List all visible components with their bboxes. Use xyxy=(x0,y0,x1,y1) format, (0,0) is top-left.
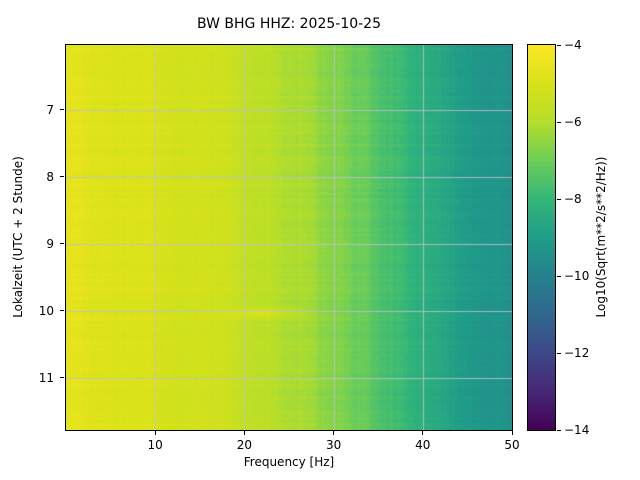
x-tick-mark xyxy=(422,431,424,435)
colorbar-tick-label: −4 xyxy=(564,38,582,52)
x-tick-mark xyxy=(154,431,156,435)
y-tick-mark xyxy=(60,243,64,245)
x-tick-mark xyxy=(511,431,513,435)
y-tick-label: 7 xyxy=(46,102,54,117)
y-tick-mark xyxy=(60,377,64,379)
spectrogram-heatmap xyxy=(65,44,513,431)
x-tick-mark xyxy=(333,431,335,435)
x-tick-mark xyxy=(243,431,245,435)
colorbar-tick-mark xyxy=(557,352,561,354)
y-tick-label: 10 xyxy=(38,303,54,318)
y-tick-label: 8 xyxy=(46,169,54,184)
colorbar-tick-mark xyxy=(557,275,561,277)
colorbar-tick-mark xyxy=(557,121,561,123)
x-tick-label: 20 xyxy=(236,438,253,452)
x-tick-label: 10 xyxy=(147,438,163,452)
colorbar-tick-label: −8 xyxy=(564,192,582,206)
y-tick-label: 9 xyxy=(46,236,54,251)
y-axis-label: Lokalzeit (UTC + 2 Stunde) xyxy=(11,156,25,318)
colorbar-tick-mark xyxy=(557,198,561,200)
page-title: BW BHG HHZ: 2025-10-25 xyxy=(196,16,382,32)
y-tick-label: 11 xyxy=(38,370,54,385)
x-axis-label: Frequency [Hz] xyxy=(243,455,335,469)
colorbar xyxy=(527,44,556,431)
x-tick-label: 30 xyxy=(325,438,342,452)
y-tick-mark xyxy=(60,310,64,312)
x-tick-label: 50 xyxy=(504,438,520,452)
colorbar-tick-label: −14 xyxy=(564,423,590,437)
colorbar-label: Log10(Sqrt(m**2/s**2/Hz)) xyxy=(594,156,608,318)
colorbar-tick-label: −10 xyxy=(564,269,590,283)
x-tick-label: 40 xyxy=(415,438,431,452)
colorbar-tick-mark xyxy=(557,44,561,46)
colorbar-tick-mark xyxy=(557,429,561,431)
y-tick-mark xyxy=(60,109,64,111)
y-tick-mark xyxy=(60,176,64,178)
colorbar-tick-label: −12 xyxy=(564,346,590,360)
colorbar-tick-label: −6 xyxy=(564,115,582,129)
